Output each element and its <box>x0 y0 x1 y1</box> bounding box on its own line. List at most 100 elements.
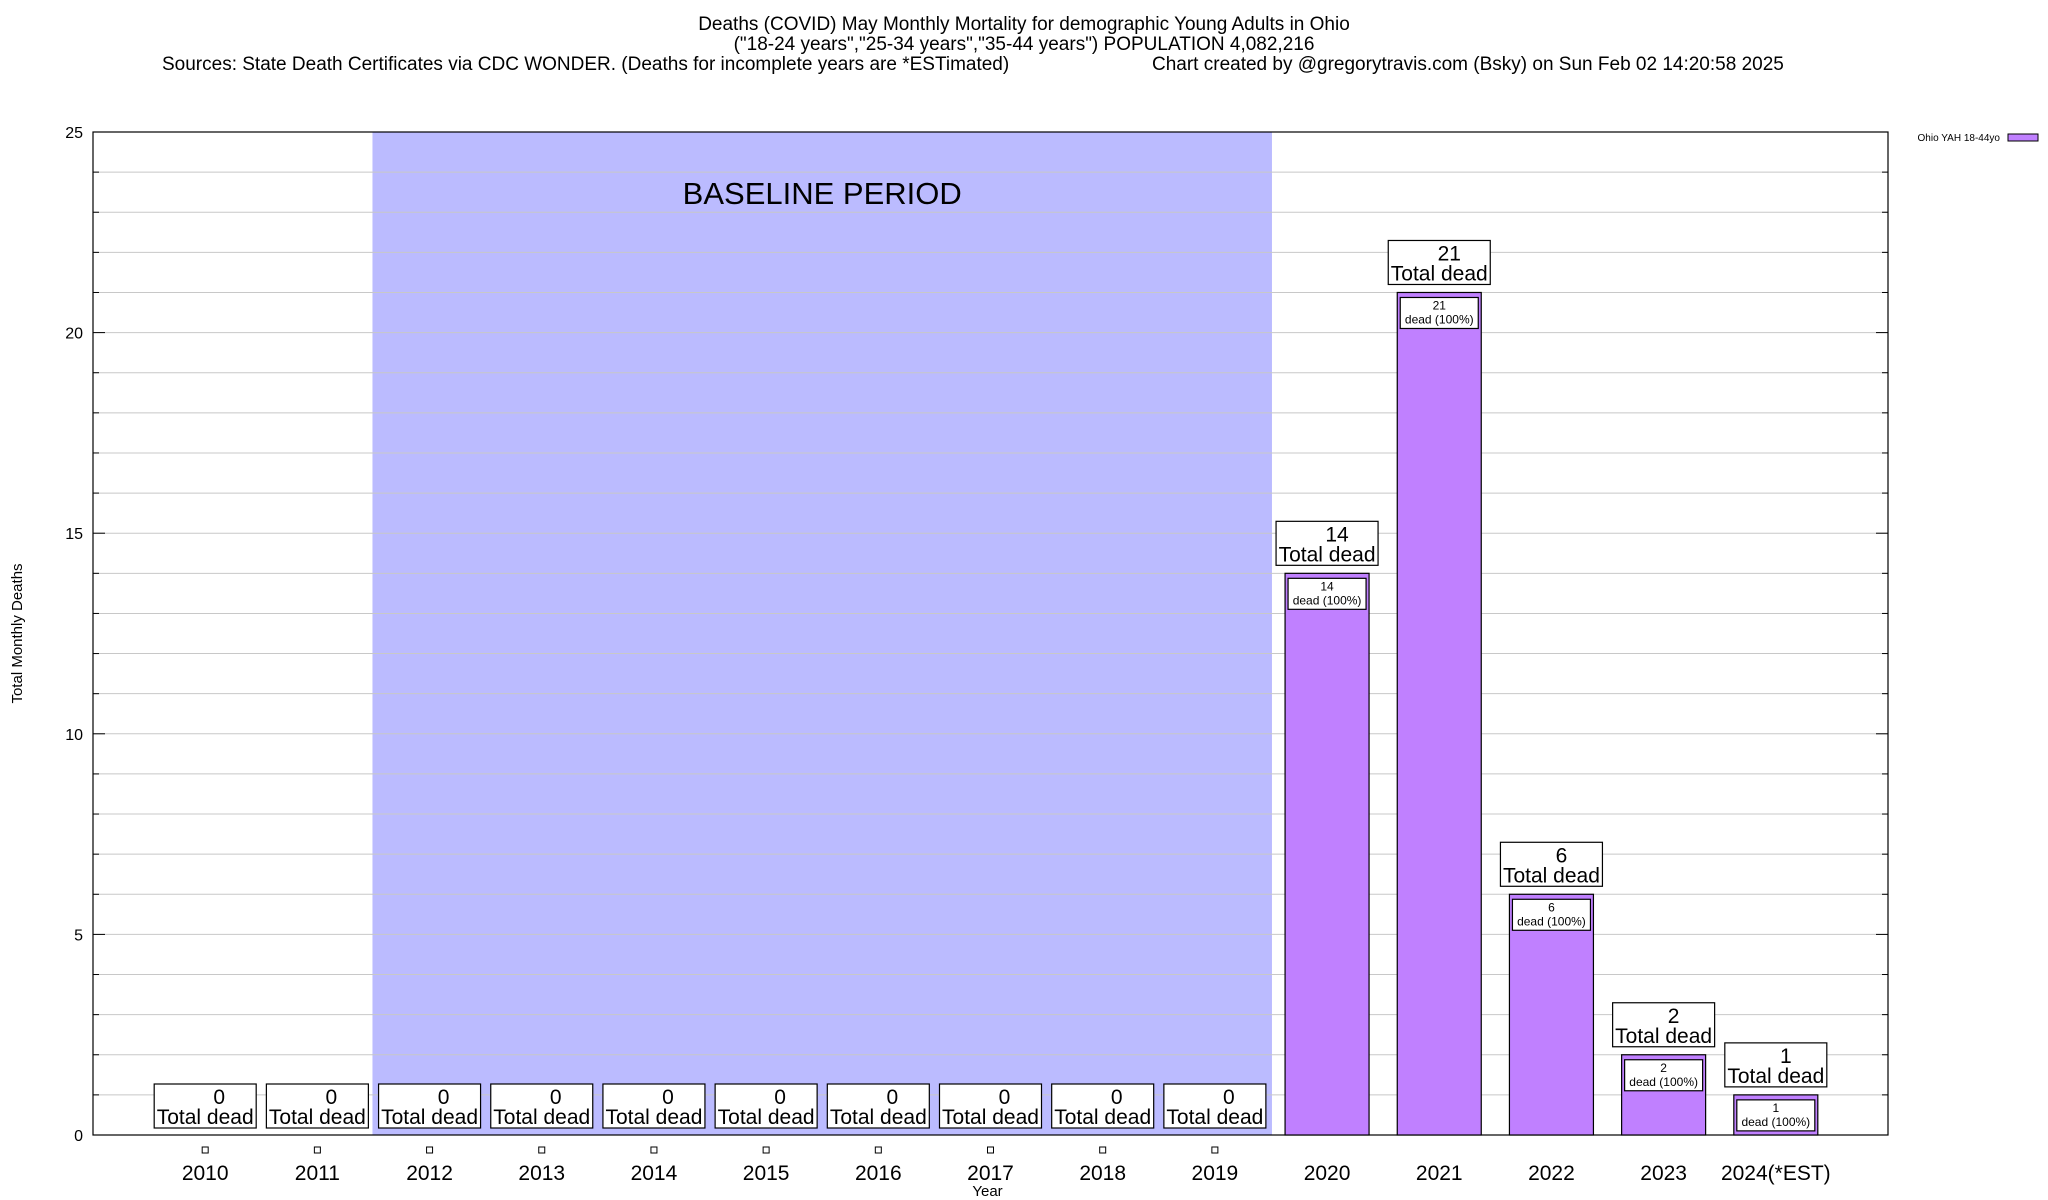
total-label-box <box>714 1083 818 1129</box>
bar-inner-percent: dead (100%) <box>1293 593 1362 607</box>
total-value: 0 <box>999 1086 1011 1109</box>
bar-inner-value: 2 <box>1660 1061 1667 1075</box>
y-tick-label: 15 <box>65 526 83 543</box>
bar-inner-value: 1 <box>1772 1101 1779 1115</box>
x-tick-label: 2019 <box>1192 1162 1239 1185</box>
x-tick-label: 2022 <box>1528 1162 1575 1185</box>
total-label-box <box>826 1083 930 1129</box>
total-value: 0 <box>550 1086 562 1109</box>
total-label-box <box>490 1083 594 1129</box>
total-label: Total dead <box>157 1106 254 1129</box>
total-label: Total dead <box>1391 262 1488 285</box>
y-axis-label: Total Monthly Deaths <box>9 563 26 703</box>
zero-marker <box>874 1146 882 1154</box>
x-tick-label: 2018 <box>1079 1162 1126 1185</box>
total-value: 1 <box>1780 1045 1792 1068</box>
total-label-box <box>602 1083 706 1129</box>
x-tick-label: 2023 <box>1640 1162 1687 1185</box>
total-label: Total dead <box>1279 543 1376 566</box>
total-label-box <box>1163 1083 1267 1129</box>
total-label-box <box>1499 841 1604 887</box>
total-label-box <box>1051 1083 1155 1129</box>
y-tick-label: 20 <box>65 326 83 343</box>
bar-inner-percent: dead (100%) <box>1741 1115 1810 1129</box>
total-label: Total dead <box>1166 1106 1263 1129</box>
total-label: Total dead <box>493 1106 590 1129</box>
total-label: Total dead <box>1503 864 1600 887</box>
legend-swatch <box>2007 133 2039 142</box>
zero-marker <box>538 1146 546 1154</box>
x-tick-label: 2024(*EST) <box>1721 1162 1831 1185</box>
bar-inner-label-box <box>1511 898 1592 931</box>
total-label-box <box>1612 1002 1716 1048</box>
zero-marker <box>1211 1146 1219 1154</box>
total-label: Total dead <box>1054 1106 1151 1129</box>
total-label: Total dead <box>718 1106 815 1129</box>
bar-inner-label-box <box>1287 577 1367 610</box>
zero-marker <box>201 1146 209 1154</box>
total-label: Total dead <box>269 1106 366 1129</box>
total-label-box <box>1387 239 1491 286</box>
x-tick-label: 2013 <box>518 1162 565 1185</box>
bar-inner-percent: dead (100%) <box>1405 312 1474 326</box>
total-value: 0 <box>213 1086 225 1109</box>
bar-inner-label-box <box>1624 1059 1704 1092</box>
x-tick-label: 2011 <box>295 1162 340 1185</box>
total-label: Total dead <box>381 1106 478 1129</box>
total-label: Total dead <box>605 1106 702 1129</box>
total-label: Total dead <box>942 1106 1039 1129</box>
zero-marker <box>987 1146 994 1154</box>
bar <box>1508 893 1595 1136</box>
x-tick-label: 2010 <box>182 1162 229 1185</box>
y-tick-label: 0 <box>74 1128 83 1145</box>
chart-title: Deaths (COVID) May Monthly Mortality for… <box>698 14 1350 35</box>
x-tick-label: 2016 <box>855 1162 902 1185</box>
x-tick-label: 2012 <box>406 1162 453 1185</box>
y-tick-label: 25 <box>65 125 83 142</box>
x-tick-label: 2017 <box>967 1162 1014 1185</box>
bar-inner-label-box <box>1736 1099 1816 1132</box>
zero-marker <box>313 1146 321 1154</box>
zero-marker <box>762 1146 770 1154</box>
x-tick-label: 2014 <box>631 1162 678 1185</box>
total-value: 0 <box>662 1086 674 1109</box>
bar-inner-percent: dead (100%) <box>1517 914 1586 928</box>
legend-label: Ohio YAH 18-44yo <box>1918 133 2001 144</box>
total-value: 0 <box>886 1086 898 1109</box>
total-label: Total dead <box>1615 1025 1712 1048</box>
total-label-box <box>1724 1042 1828 1088</box>
bar-inner-value: 6 <box>1548 900 1555 914</box>
total-label: Total dead <box>830 1106 927 1129</box>
bar <box>1396 291 1482 1136</box>
zero-marker <box>1099 1146 1107 1154</box>
total-value: 0 <box>774 1086 786 1109</box>
total-value: 6 <box>1556 844 1568 867</box>
y-tick-label: 10 <box>65 727 83 744</box>
total-label-box <box>1275 520 1379 566</box>
x-tick-label: 2021 <box>1416 1162 1463 1185</box>
total-value: 14 <box>1325 523 1349 546</box>
bar-inner-value: 14 <box>1320 579 1334 593</box>
chart-sources: Sources: State Death Certificates via CD… <box>162 54 1010 75</box>
x-tick-label: 2020 <box>1304 1162 1351 1185</box>
plot-frame <box>92 131 1889 1136</box>
x-tick-label: 2015 <box>743 1162 790 1185</box>
chart-subtitle: ("18-24 years","25-34 years","35-44 year… <box>733 34 1315 55</box>
total-label-box <box>265 1083 369 1129</box>
total-value: 2 <box>1668 1005 1680 1028</box>
total-value: 0 <box>1111 1086 1123 1109</box>
total-value: 0 <box>326 1086 338 1109</box>
total-label-box <box>153 1083 257 1129</box>
bar-inner-percent: dead (100%) <box>1629 1075 1698 1089</box>
total-label-box <box>938 1083 1043 1129</box>
bar-inner-value: 21 <box>1433 298 1447 312</box>
zero-marker <box>650 1146 658 1154</box>
total-value: 0 <box>1223 1086 1235 1109</box>
x-axis-label: Year <box>972 1183 1002 1200</box>
y-tick-label: 5 <box>74 927 83 944</box>
bar-inner-label-box <box>1399 296 1479 330</box>
baseline-period-band <box>372 132 1272 1135</box>
total-label-box <box>377 1083 482 1129</box>
total-value: 21 <box>1438 242 1461 265</box>
